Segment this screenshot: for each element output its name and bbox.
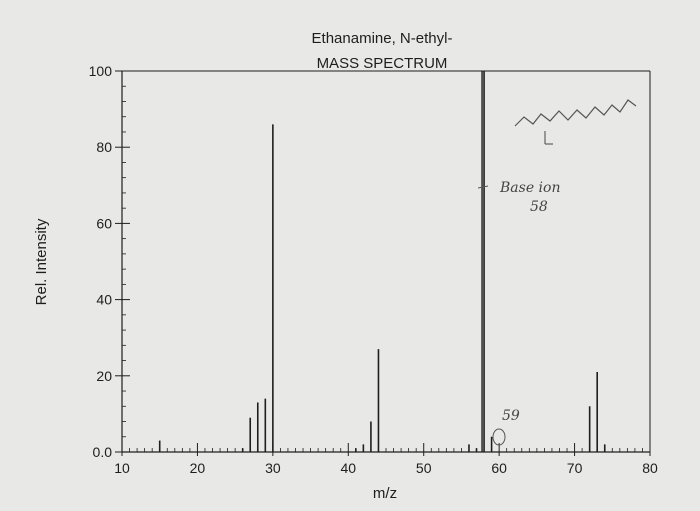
major-ticks xyxy=(115,70,651,456)
y-tick-label: 100 xyxy=(89,63,113,79)
handwritten-annotations: Base ion 58 59 xyxy=(477,71,637,452)
x-tick-label: 70 xyxy=(567,460,583,476)
y-tick-label: 40 xyxy=(96,292,112,308)
base-ion-pointer xyxy=(477,185,489,189)
y-axis-label: Rel. Intensity xyxy=(33,218,50,305)
plot-frame xyxy=(121,70,651,453)
y-tick-label: 80 xyxy=(96,139,112,155)
x-axis-label: m/z xyxy=(373,485,397,502)
base-ion-label: Base ion xyxy=(499,180,560,196)
spectrum-bars xyxy=(158,71,606,452)
skeletal-structure-sketch xyxy=(514,99,637,127)
x-tick-label: 40 xyxy=(340,460,356,476)
peak-59-circle xyxy=(492,428,506,446)
minor-ticks xyxy=(122,85,643,452)
x-tick-label: 20 xyxy=(190,460,206,476)
y-tick-label: 60 xyxy=(96,215,112,231)
tick-labels: 10 20 30 40 50 60 70 80 0.0 20 40 60 80 100 xyxy=(89,63,658,476)
y-tick-label: 20 xyxy=(96,368,112,384)
x-tick-label: 50 xyxy=(416,460,432,476)
y-tick-label: 0.0 xyxy=(93,444,113,460)
x-tick-label: 60 xyxy=(491,460,507,476)
chart-subtitle: MASS SPECTRUM xyxy=(317,55,448,72)
x-tick-label: 30 xyxy=(265,460,281,476)
peak-59-label: 59 xyxy=(502,408,520,424)
x-tick-label: 10 xyxy=(114,460,130,476)
x-tick-label: 80 xyxy=(642,460,658,476)
chart-title: Ethanamine, N-ethyl- xyxy=(312,30,453,47)
base-ion-value: 58 xyxy=(530,199,548,215)
